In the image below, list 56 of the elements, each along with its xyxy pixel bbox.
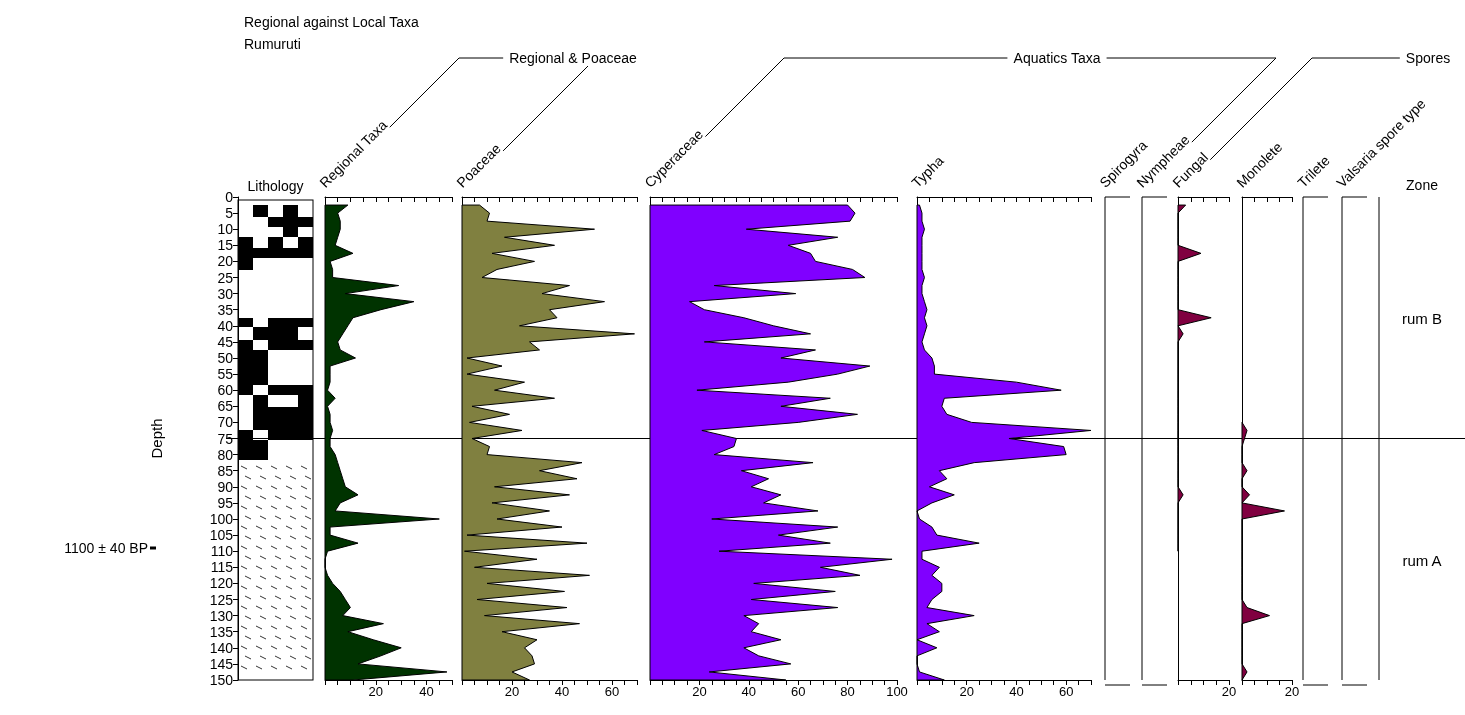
y-tick-label: 15 xyxy=(217,237,234,254)
x-tick-label: 20 xyxy=(1284,684,1300,699)
text: Rumuruti xyxy=(244,36,301,52)
y-tick-label: 95 xyxy=(217,494,234,511)
x-tick-label: 60 xyxy=(790,684,806,699)
x-tick-label: 40 xyxy=(741,684,757,699)
y-tick-label: 100 xyxy=(209,511,234,527)
text: Aquatics Taxa xyxy=(1013,50,1101,66)
text: rum A xyxy=(1402,551,1442,569)
x-tick-label: 40 xyxy=(554,684,570,699)
y-tick-label: 140 xyxy=(209,639,234,656)
y-axis-title: Depth xyxy=(148,418,165,459)
y-tick-label: 35 xyxy=(217,301,234,318)
y-tick-label: 0 xyxy=(225,189,234,205)
y-tick-label: 145 xyxy=(209,655,234,672)
x-tick-label: 20 xyxy=(692,684,707,699)
x-tick-label: 20 xyxy=(504,684,520,699)
y-tick-label: 70 xyxy=(217,414,234,431)
y-tick-label: 10 xyxy=(217,221,234,238)
y-tick-label: 40 xyxy=(217,317,234,334)
y-tick-label: 115 xyxy=(210,559,234,576)
y-tick-label: 120 xyxy=(209,575,234,592)
x-tick-label: 60 xyxy=(1058,684,1074,699)
y-tick-label: 85 xyxy=(217,462,234,479)
x-tick-label: 20 xyxy=(959,684,974,699)
text: Zone xyxy=(1406,177,1439,193)
y-tick-label: 105 xyxy=(209,527,234,544)
y-tick-label: 110 xyxy=(210,543,234,560)
text: rum B xyxy=(1401,309,1443,327)
y-tick-label: 45 xyxy=(217,333,234,350)
y-tick-label: 55 xyxy=(217,366,234,383)
y-tick-label: 130 xyxy=(209,607,234,624)
x-tick-label: 100 xyxy=(886,684,908,699)
y-tick-label: 135 xyxy=(209,623,234,640)
y-tick-label: 90 xyxy=(217,478,234,495)
y-tick-label: 50 xyxy=(217,350,234,366)
y-tick-label: 5 xyxy=(225,205,234,222)
text: Lithology xyxy=(247,178,304,194)
text: Regional & Poaceae xyxy=(509,50,638,66)
y-tick-label: 150 xyxy=(209,672,234,688)
text: Regional against Local Taxa xyxy=(244,14,420,30)
y-tick-label: 65 xyxy=(217,398,234,415)
x-tick-label: 20 xyxy=(1221,684,1237,699)
y-tick-label: 125 xyxy=(209,591,234,608)
y-tick-label: 20 xyxy=(217,253,234,270)
text: Spores xyxy=(1405,50,1451,66)
y-tick-label: 60 xyxy=(217,382,234,399)
text: 1100 ± 40 BP xyxy=(64,540,148,556)
y-tick-label: 25 xyxy=(217,269,234,286)
x-tick-label: 40 xyxy=(1009,684,1024,699)
x-tick-label: 60 xyxy=(604,684,620,699)
x-tick-label: 80 xyxy=(840,684,855,699)
x-tick-label: 20 xyxy=(368,684,384,699)
y-tick-label: 80 xyxy=(217,446,234,463)
y-tick-label: 30 xyxy=(217,285,234,302)
x-tick-label: 40 xyxy=(419,684,434,699)
